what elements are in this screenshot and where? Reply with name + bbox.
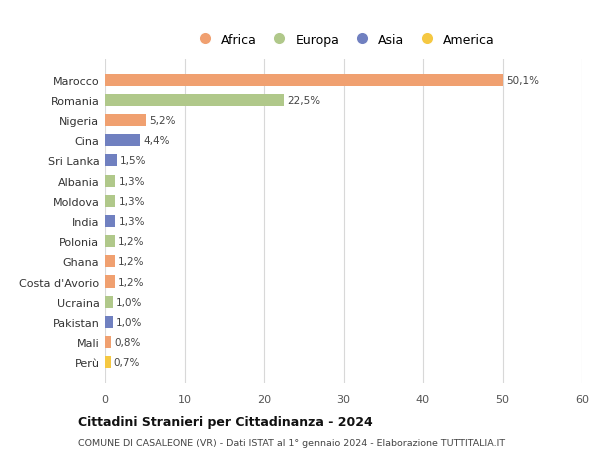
Bar xyxy=(105,256,115,268)
Text: 1,0%: 1,0% xyxy=(116,297,143,307)
Bar xyxy=(105,74,503,86)
Bar xyxy=(105,336,112,348)
Bar xyxy=(105,195,115,207)
Text: 1,3%: 1,3% xyxy=(119,176,145,186)
Text: 1,5%: 1,5% xyxy=(120,156,146,166)
Text: 1,2%: 1,2% xyxy=(118,237,144,246)
Bar xyxy=(105,276,115,288)
Bar xyxy=(105,235,115,248)
Text: 1,3%: 1,3% xyxy=(119,217,145,226)
Bar xyxy=(105,215,115,228)
Bar xyxy=(105,357,110,369)
Legend: Africa, Europa, Asia, America: Africa, Europa, Asia, America xyxy=(192,34,495,46)
Text: 50,1%: 50,1% xyxy=(506,75,539,85)
Text: 4,4%: 4,4% xyxy=(143,136,170,146)
Bar xyxy=(105,316,113,328)
Bar xyxy=(105,155,117,167)
Text: 5,2%: 5,2% xyxy=(149,116,176,126)
Bar xyxy=(105,95,284,106)
Text: 22,5%: 22,5% xyxy=(287,95,320,106)
Bar xyxy=(105,135,140,147)
Bar xyxy=(105,296,113,308)
Bar xyxy=(105,115,146,127)
Text: 0,8%: 0,8% xyxy=(115,337,141,347)
Text: Cittadini Stranieri per Cittadinanza - 2024: Cittadini Stranieri per Cittadinanza - 2… xyxy=(78,415,373,428)
Text: 1,2%: 1,2% xyxy=(118,277,144,287)
Text: 1,2%: 1,2% xyxy=(118,257,144,267)
Bar xyxy=(105,175,115,187)
Text: 1,0%: 1,0% xyxy=(116,317,143,327)
Text: COMUNE DI CASALEONE (VR) - Dati ISTAT al 1° gennaio 2024 - Elaborazione TUTTITAL: COMUNE DI CASALEONE (VR) - Dati ISTAT al… xyxy=(78,438,505,448)
Text: 0,7%: 0,7% xyxy=(114,358,140,368)
Text: 1,3%: 1,3% xyxy=(119,196,145,206)
